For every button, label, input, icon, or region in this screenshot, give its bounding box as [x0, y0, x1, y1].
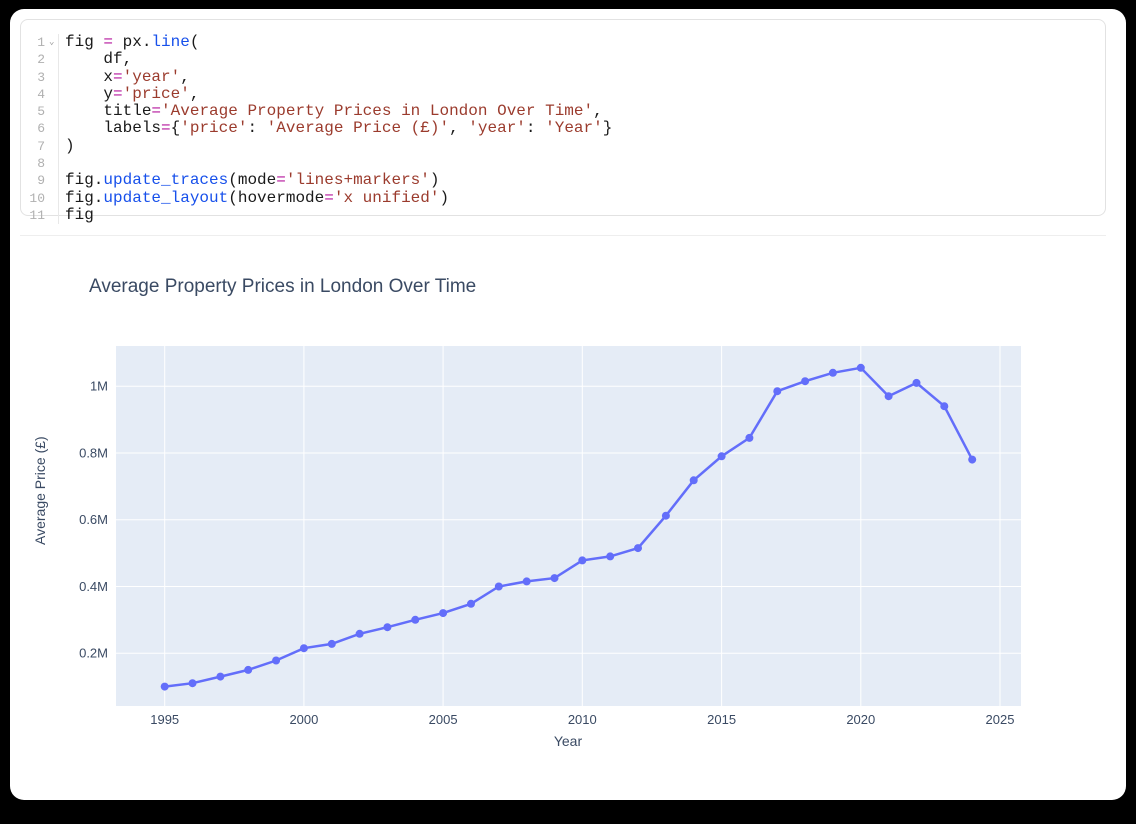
svg-text:2000: 2000 — [289, 712, 318, 727]
svg-text:0.6M: 0.6M — [79, 512, 108, 527]
svg-text:0.8M: 0.8M — [79, 445, 108, 460]
svg-text:1M: 1M — [90, 379, 108, 394]
svg-text:2010: 2010 — [568, 712, 597, 727]
svg-text:2020: 2020 — [846, 712, 875, 727]
svg-text:2015: 2015 — [707, 712, 736, 727]
svg-text:0.2M: 0.2M — [79, 646, 108, 661]
svg-text:1995: 1995 — [150, 712, 179, 727]
svg-text:0.4M: 0.4M — [79, 579, 108, 594]
svg-text:2005: 2005 — [429, 712, 458, 727]
svg-text:2025: 2025 — [986, 712, 1015, 727]
